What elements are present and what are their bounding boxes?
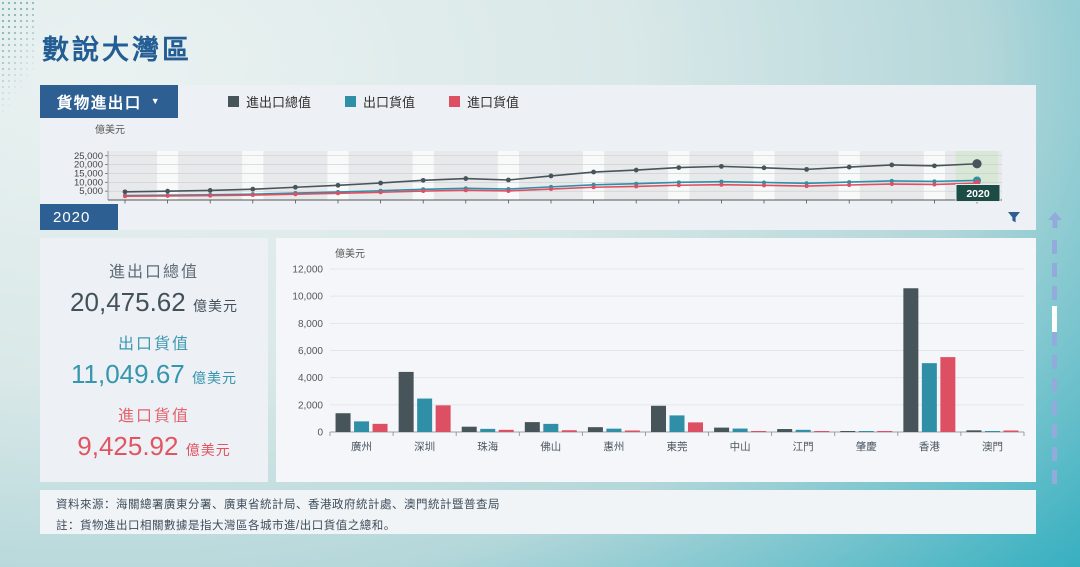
svg-text:25,000: 25,000: [74, 151, 103, 162]
svg-text:4,000: 4,000: [298, 373, 323, 384]
stat-export-value: 11,049.67 億美元: [71, 359, 237, 389]
svg-text:惠州: 惠州: [603, 440, 624, 453]
svg-text:12,000: 12,000: [292, 265, 323, 276]
legend-item-export[interactable]: 出口貨值: [345, 92, 415, 111]
legend-swatch-total: [228, 96, 239, 107]
svg-text:10,000: 10,000: [292, 292, 323, 303]
stat-total-value: 20,475.62 億美元: [70, 287, 238, 317]
filter-button[interactable]: [1006, 209, 1022, 225]
legend-label-total: 進出口總值: [246, 95, 312, 110]
svg-text:深圳: 深圳: [414, 441, 435, 453]
svg-text:江門: 江門: [793, 441, 814, 453]
legend-item-import[interactable]: 進口貨值: [449, 92, 519, 111]
svg-text:東莞: 東莞: [667, 440, 688, 453]
svg-text:5,000: 5,000: [79, 186, 103, 197]
category-dropdown-label: 貨物進出口: [56, 94, 142, 112]
stat-import-unit: 億美元: [185, 442, 231, 458]
timeline-chart-area: 億美元 5,000 10,000 15,000 20,000 25,000 2020: [40, 118, 1036, 204]
stat-import: 進口貨值 9,425.92 億美元: [40, 402, 268, 462]
series-legend: 進出口總值 出口貨值 進口貨值: [178, 85, 1036, 118]
footer-notes: 資料來源：海關總署廣東分署、廣東省統計局、香港政府統計處、澳門統計暨普查局 註：…: [40, 490, 1036, 534]
legend-label-export: 出口貨值: [363, 95, 416, 110]
filter-funnel-icon: [1008, 212, 1020, 223]
summary-stats-panel: 進出口總值 20,475.62 億美元 出口貨值 11,049.67 億美元 進…: [40, 238, 268, 482]
legend-label-import: 進口貨值: [467, 95, 520, 110]
svg-text:中山: 中山: [730, 440, 751, 453]
svg-text:10,000: 10,000: [74, 177, 103, 188]
timeline-unit-label: 億美元: [95, 125, 125, 136]
category-dropdown[interactable]: 貨物進出口 ▼: [40, 85, 178, 118]
footnote-text: 註：貨物進出口相關數據是指大灣區各城市進/出口貨值之總和。: [56, 520, 396, 533]
svg-text:香港: 香港: [919, 441, 940, 453]
svg-text:6,000: 6,000: [298, 346, 323, 357]
svg-text:2,000: 2,000: [298, 400, 323, 411]
stat-import-value: 9,425.92 億美元: [77, 431, 231, 461]
data-source-text: 資料來源：海關總署廣東分署、廣東省統計局、香港政府統計處、澳門統計暨普查局: [56, 499, 500, 511]
legend-swatch-export: [345, 96, 357, 107]
corner-dot-decoration: [0, 0, 36, 112]
svg-text:0: 0: [317, 428, 323, 439]
svg-text:珠海: 珠海: [477, 440, 498, 453]
stat-total-unit: 億美元: [192, 298, 238, 314]
scroll-up-arrow-icon[interactable]: [1048, 212, 1062, 228]
stat-total: 進出口總值 20,475.62 億美元: [40, 258, 268, 318]
selected-year-badge: 2020: [40, 204, 118, 230]
svg-text:澳門: 澳門: [982, 440, 1003, 453]
stat-export: 出口貨值 11,049.67 億美元: [40, 330, 268, 390]
svg-text:20,000: 20,000: [74, 160, 103, 171]
city-bar-chart[interactable]: 0 2,000 4,000 6,000 8,000 10,000 12,000 廣州 深圳 珠海 佛…: [276, 238, 1036, 482]
legend-swatch-import: [449, 96, 461, 107]
svg-text:2020: 2020: [966, 188, 990, 200]
chevron-down-icon: ▼: [150, 96, 162, 106]
page-title: 數說大灣區: [42, 35, 192, 65]
scroll-thumb[interactable]: [1052, 306, 1057, 332]
stat-total-label: 進出口總值: [108, 264, 199, 281]
stat-export-unit: 億美元: [191, 370, 237, 386]
svg-text:廣州: 廣州: [351, 440, 372, 453]
svg-text:佛山: 佛山: [540, 440, 561, 453]
svg-text:15,000: 15,000: [74, 168, 103, 179]
bar-chart-unit-label: 億美元: [335, 249, 365, 260]
stat-import-label: 進口貨值: [117, 408, 190, 425]
stat-export-label: 出口貨值: [117, 336, 190, 353]
svg-text:肇慶: 肇慶: [856, 440, 877, 453]
trend-section-panel: 貨物進出口 ▼ 進出口總值 出口貨值 進口貨值 億美元 5,000 10,000 1…: [40, 85, 1036, 230]
svg-text:8,000: 8,000: [298, 319, 323, 330]
city-bar-chart-panel: 億美元 0 2,000 4,000 6,000 8,000 10,000 12,000 廣州 深…: [276, 238, 1036, 482]
scroll-track[interactable]: [1052, 240, 1057, 492]
legend-item-total[interactable]: 進出口總值: [228, 92, 311, 111]
